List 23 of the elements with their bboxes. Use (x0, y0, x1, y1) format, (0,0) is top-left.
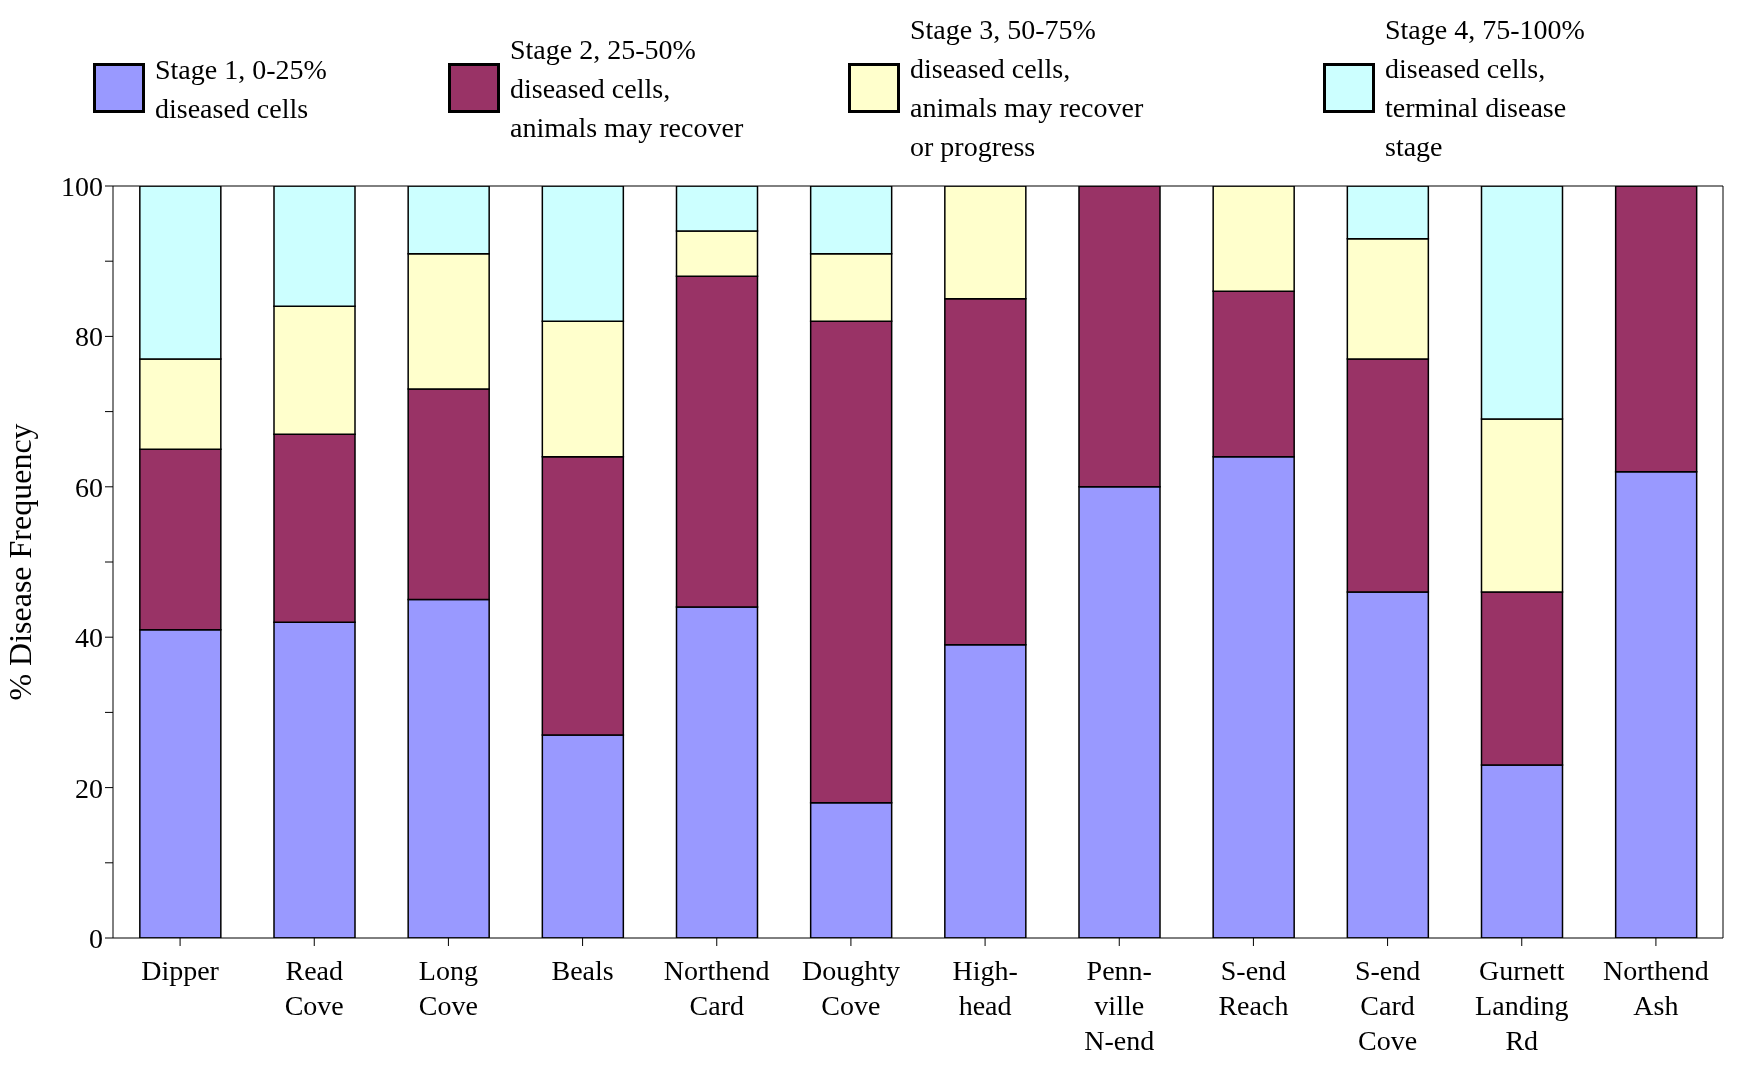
legend-label: Stage 2, 25-50% diseased cells, animals may recover (510, 33, 744, 145)
legend-label: Stage 3, 50-75% diseased cells, animals may recover or progress (910, 13, 1144, 164)
x-tick-label: Gurnett Landing Rd (1475, 955, 1569, 1056)
x-tick-label: Penn- ville N-end (1084, 955, 1155, 1056)
x-tick-label: Northend Ash (1603, 955, 1709, 1021)
x-tick-label: S-end Reach (1218, 955, 1289, 1021)
y-tick-label: 100 (61, 170, 103, 202)
y-tick-label: 0 (89, 922, 103, 954)
x-tick-label: Northend Card (663, 955, 770, 1021)
y-tick-label: 20 (75, 772, 103, 804)
y-tick-label: 80 (75, 321, 103, 353)
y-axis-title: % Disease Frequency (2, 423, 39, 701)
x-tick-label: Long Cove (418, 955, 478, 1021)
x-tick-label: High- head (952, 955, 1018, 1021)
x-tick-label: S-end Card Cove (1354, 955, 1421, 1056)
x-tick-label: Beals (551, 955, 614, 986)
x-tick-label: Dipper (141, 955, 220, 986)
y-tick-label: 60 (75, 471, 103, 503)
y-tick-label: 40 (75, 622, 103, 654)
legend-label: Stage 4, 75-100% diseased cells, terminal disease stage (1385, 13, 1585, 164)
x-tick-label: Doughty Cove (801, 955, 900, 1021)
legend-label: Stage 1, 0-25% diseased cells (155, 53, 327, 126)
x-tick-label: Read Cove (284, 955, 344, 1021)
